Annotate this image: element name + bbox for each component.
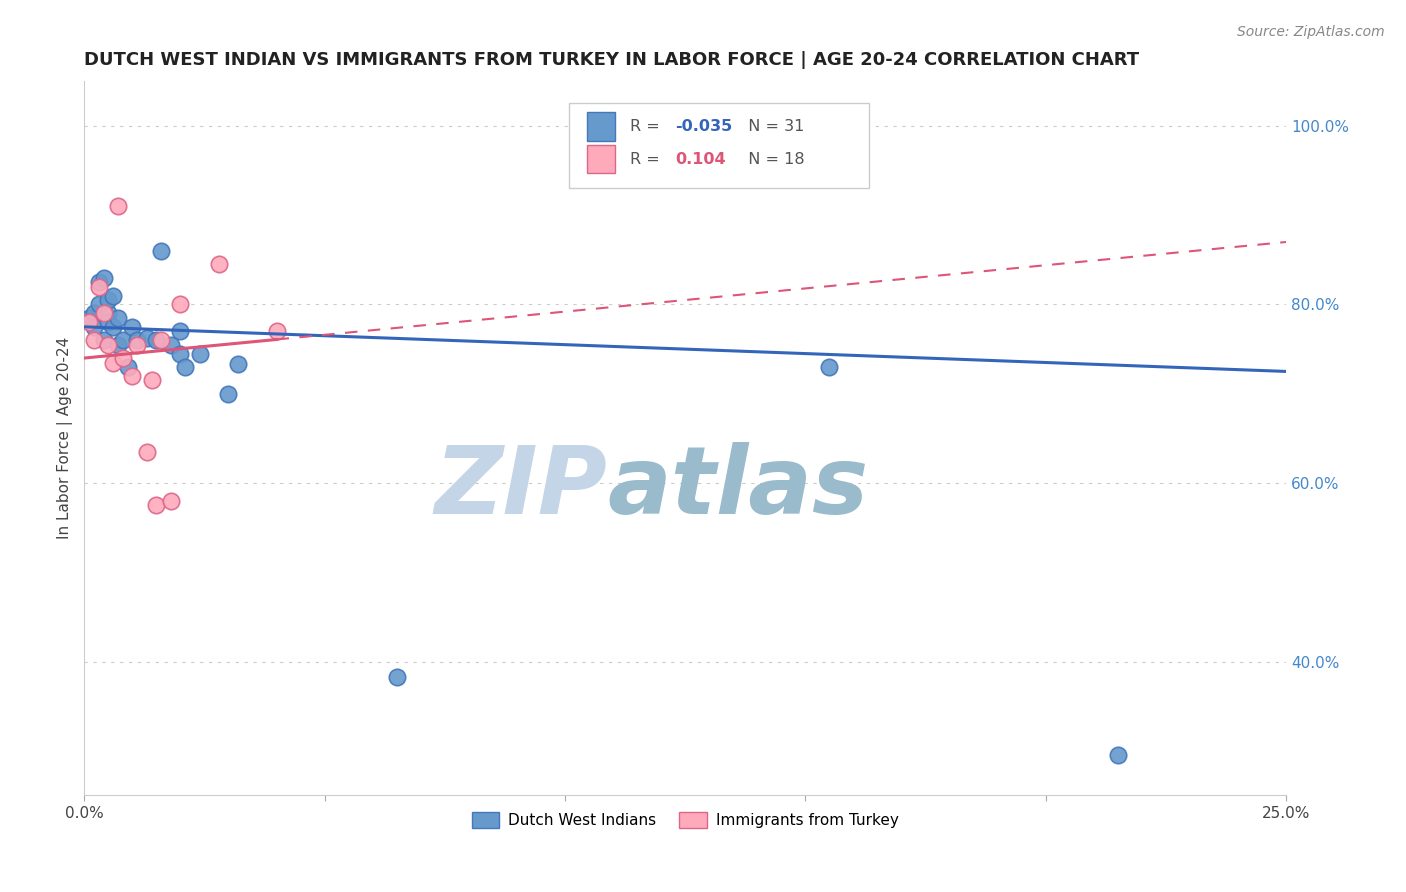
Point (83, 333, 105, 347)
Point (93, 270, 115, 285)
Point (93, 333, 115, 347)
Point (97, 293, 120, 307)
Text: 0.104: 0.104 (675, 152, 725, 167)
Point (97, 315, 120, 329)
Point (208, 257, 231, 271)
Point (159, 493, 181, 508)
Text: N = 31: N = 31 (738, 119, 804, 134)
FancyBboxPatch shape (586, 145, 616, 173)
Point (145, 498, 167, 512)
Point (101, 319, 124, 334)
Point (127, 333, 149, 347)
Point (83, 306, 105, 320)
Point (121, 368, 143, 383)
Point (121, 319, 143, 334)
FancyBboxPatch shape (568, 103, 869, 188)
Text: N = 18: N = 18 (738, 152, 804, 167)
Point (111, 333, 134, 347)
Text: -0.035: -0.035 (675, 119, 733, 134)
Text: ZIP: ZIP (434, 442, 607, 534)
Point (77, 315, 100, 329)
Text: R =: R = (630, 152, 669, 167)
Point (135, 444, 157, 458)
Point (97, 337, 120, 351)
Point (107, 337, 129, 351)
Text: atlas: atlas (607, 442, 869, 534)
Point (87, 275, 110, 289)
Point (77, 310, 100, 325)
Text: R =: R = (630, 119, 665, 134)
Point (266, 324, 288, 338)
Point (141, 373, 163, 387)
FancyBboxPatch shape (586, 112, 616, 141)
Y-axis label: In Labor Force | Age 20-24: In Labor Force | Age 20-24 (58, 337, 73, 540)
Point (145, 333, 167, 347)
Point (93, 306, 115, 320)
Legend: Dutch West Indians, Immigrants from Turkey: Dutch West Indians, Immigrants from Turk… (465, 806, 905, 834)
Point (159, 337, 181, 351)
Point (107, 310, 129, 325)
Point (117, 359, 139, 374)
Point (107, 199, 129, 213)
Point (87, 279, 110, 293)
Point (818, 359, 841, 374)
Point (150, 244, 173, 258)
Point (1107, 748, 1129, 763)
Point (83, 319, 105, 334)
Text: Source: ZipAtlas.com: Source: ZipAtlas.com (1237, 25, 1385, 39)
Point (97, 306, 120, 320)
Point (101, 355, 124, 369)
Point (188, 346, 211, 360)
Point (226, 357, 249, 371)
Point (87, 297, 110, 311)
Point (101, 288, 124, 302)
Point (150, 333, 173, 347)
Point (174, 359, 197, 374)
Point (169, 297, 191, 311)
Point (127, 337, 149, 351)
Point (385, 670, 408, 684)
Point (111, 351, 134, 365)
Point (218, 386, 240, 401)
Point (135, 331, 157, 345)
Text: DUTCH WEST INDIAN VS IMMIGRANTS FROM TURKEY IN LABOR FORCE | AGE 20-24 CORRELATI: DUTCH WEST INDIAN VS IMMIGRANTS FROM TUR… (84, 51, 1139, 69)
Point (169, 324, 191, 338)
Point (169, 346, 191, 360)
